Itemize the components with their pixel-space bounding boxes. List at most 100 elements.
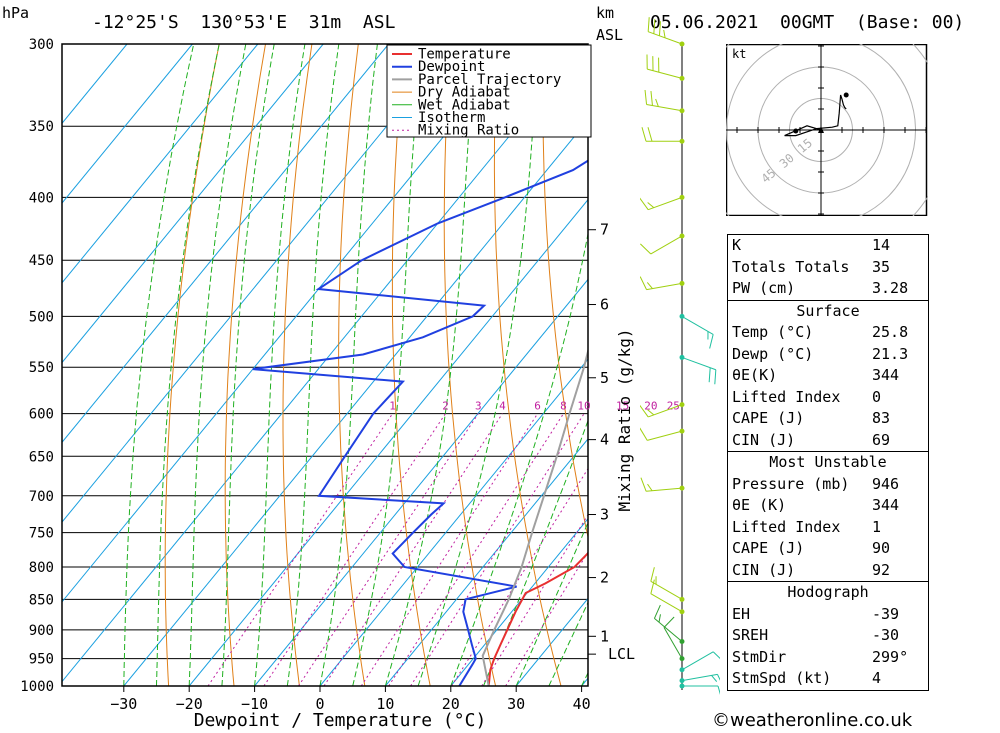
wind-barb-staff xyxy=(650,580,683,600)
hpa-unit-label: hPa xyxy=(2,4,30,22)
wind-barb-staff xyxy=(650,593,683,613)
eh-label: EH xyxy=(732,604,751,623)
wind-barb-flag xyxy=(653,604,661,619)
skewt-axes: 1 2 3 4 6 8 10 15 20 2530035040045050055060065070… xyxy=(20,37,680,713)
isotherm-line xyxy=(62,44,390,444)
mu-pressure-value: 946 xyxy=(872,474,900,493)
mixing-ratio-label: 20 xyxy=(644,400,657,413)
wind-barb-flag xyxy=(644,89,648,105)
surface-cin-label: CIN (J) xyxy=(732,430,796,449)
temp-tick-label: −20 xyxy=(176,695,203,713)
wind-barb-flag xyxy=(641,127,647,142)
temp-tick-label: 20 xyxy=(442,695,460,713)
hodograph-dot xyxy=(793,128,799,134)
mixing-ratio-line xyxy=(388,413,564,686)
mixing-ratio-label: 3 xyxy=(475,400,482,413)
km-unit-label: km xyxy=(596,4,615,22)
wind-barb xyxy=(679,313,714,349)
temp-tick-label: 0 xyxy=(315,695,324,713)
wind-barb xyxy=(650,567,685,602)
wind-barb-flag xyxy=(714,369,717,385)
totals-totals-value: 35 xyxy=(872,257,891,276)
asl-unit-label: ASL xyxy=(596,26,624,44)
mixing-ratio-line xyxy=(298,413,479,686)
mu-cin-value: 92 xyxy=(872,560,891,579)
sreh-label: SREH xyxy=(732,626,769,644)
pressure-tick-label: 600 xyxy=(29,407,54,423)
location-title: -12°25'S 130°53'E 31m ASL xyxy=(92,12,396,33)
totals-totals-label: Totals Totals xyxy=(732,257,850,276)
dry-adiabat-line xyxy=(224,44,266,686)
dry-adiabat-line xyxy=(164,44,220,686)
wind-barb-flag xyxy=(663,29,666,38)
mixing-ratio-label: 4 xyxy=(499,400,506,413)
skewt-series xyxy=(252,159,588,686)
wind-barb-staff xyxy=(646,487,683,492)
isotherm-line xyxy=(62,44,520,603)
wet-adiabat-line xyxy=(156,44,220,686)
storm-motion-marker xyxy=(818,126,824,133)
km-tick-label: 4 xyxy=(600,431,609,449)
surface-li-label: Lifted Index xyxy=(732,387,841,406)
legend-label: Dry Adiabat xyxy=(418,85,511,101)
surface-cin-value: 69 xyxy=(872,430,891,449)
legend-label: Temperature xyxy=(418,47,511,63)
surface-cape-label: CAPE (J) xyxy=(732,409,805,427)
wind-barb-flag xyxy=(650,579,655,594)
mixing-ratio-label: 8 xyxy=(560,400,567,413)
isotherm-line xyxy=(62,44,586,683)
wind-barb xyxy=(679,354,717,385)
pressure-tick-label: 900 xyxy=(29,623,54,639)
wind-barb-column xyxy=(640,17,720,695)
mu-thetae-label: θE (K) xyxy=(732,496,787,514)
wind-barb-flag xyxy=(717,685,720,695)
mixing-ratio-line xyxy=(410,413,585,686)
wind-barb xyxy=(644,89,685,114)
surface-dewp-value: 21.3 xyxy=(872,344,909,363)
wind-barb xyxy=(663,616,685,662)
dry-adiabat-line xyxy=(542,44,588,540)
mixing-ratio-line xyxy=(360,413,539,686)
pressure-tick-label: 550 xyxy=(29,360,54,376)
dry-adiabat-line xyxy=(282,44,313,686)
isotherm-line xyxy=(62,44,455,523)
wind-barb xyxy=(650,579,685,615)
wind-barb xyxy=(679,683,720,695)
pressure-tick-label: 500 xyxy=(29,309,54,325)
wet-adiabat-line xyxy=(188,44,247,686)
mixing-ratio-label: 15 xyxy=(616,400,629,413)
temp-tick-label: −10 xyxy=(241,695,268,713)
wind-barb-flag xyxy=(647,409,655,416)
stmdir-value: 299° xyxy=(872,647,909,666)
mu-cin-label: CIN (J) xyxy=(732,560,796,579)
copyright-link[interactable]: ©weatheronline.co.uk xyxy=(712,710,913,731)
wind-barb xyxy=(640,402,685,418)
km-tick-label: 6 xyxy=(600,296,609,314)
surface-thetae-label: θE(K) xyxy=(732,366,778,384)
wet-adiabat-line xyxy=(384,44,476,686)
mixing-ratio-axis-label: Mixing Ratio (g/kg) xyxy=(615,328,634,511)
mixing-ratio-line xyxy=(451,467,588,686)
isotherm-line xyxy=(188,198,588,686)
wet-adiabat-line xyxy=(352,44,423,686)
datetime-title: 05.06.2021 00GMT (Base: 00) xyxy=(650,12,965,33)
wind-barb-staff xyxy=(650,235,683,255)
wet-adiabat-line xyxy=(483,419,588,686)
wind-barb-flag xyxy=(709,334,714,349)
surface-li-value: 0 xyxy=(872,387,882,406)
x-axis-label: Dewpoint / Temperature (°C) xyxy=(194,710,487,731)
km-tick-label: 7 xyxy=(600,221,609,239)
wind-barb xyxy=(640,233,685,255)
wind-barb-staff xyxy=(646,282,683,291)
temp-tick-label: −30 xyxy=(110,695,137,713)
hodograph-unit: kt xyxy=(732,47,746,61)
pressure-tick-label: 350 xyxy=(29,119,54,135)
pressure-tick-label: 700 xyxy=(29,489,54,505)
wind-barb-flag xyxy=(658,21,661,36)
wind-barb-flag xyxy=(647,483,653,492)
wet-adiabat-line xyxy=(254,44,306,686)
wind-barb xyxy=(653,604,685,645)
surface-dewp-label: Dewp (°C) xyxy=(732,344,814,363)
